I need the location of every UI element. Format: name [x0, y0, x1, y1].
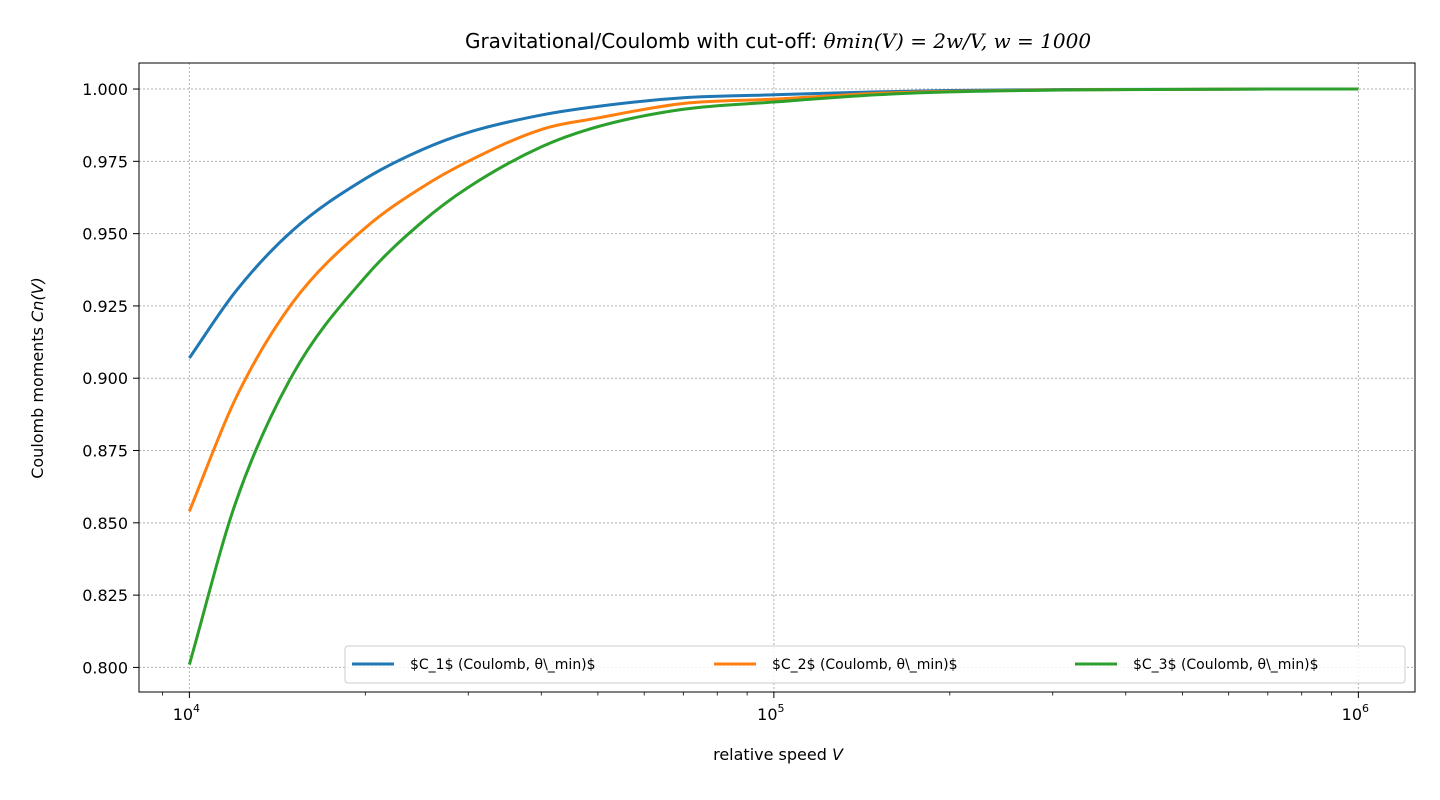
chart-title-main: Gravitational/Coulomb with cut-off:: [465, 29, 824, 53]
x-tick-label-exponent: 5: [778, 702, 785, 715]
legend-label-3: $C_3$ (Coulomb, θ\_min)$: [1133, 657, 1319, 673]
x-axis-label: relative speed V: [713, 745, 844, 764]
tick-layer: 104 105 1060.8000.8250.8500.8750.9000.9250…: [82, 80, 1369, 724]
x-tick-label: 105: [757, 702, 784, 724]
x-tick-label: 104: [173, 702, 200, 724]
legend-box: [344, 645, 1406, 684]
legend: $C_1$ (Coulomb, θ\_min)$ $C_2$ (Coulomb, …: [344, 645, 1406, 684]
legend-label-2: $C_2$ (Coulomb, θ\_min)$: [772, 657, 958, 673]
y-axis-label-text: Coulomb moments: [28, 322, 47, 479]
y-tick-label: 0.875: [82, 442, 128, 461]
y-tick-label: 0.800: [82, 658, 128, 677]
y-tick-label: 0.825: [82, 586, 128, 605]
x-axis-label-text: relative speed: [713, 745, 832, 764]
y-tick-label: 0.925: [82, 297, 128, 316]
y-axis-label: Coulomb moments Cn(V): [28, 277, 47, 479]
x-tick-label-base: 10: [173, 705, 193, 724]
y-tick-label: 0.900: [82, 369, 128, 388]
plot-frame: [138, 62, 1416, 693]
legend-label-1: $C_1$ (Coulomb, θ\_min)$: [410, 657, 596, 673]
grid-layer: [139, 63, 1415, 692]
series-line-3: [187, 87, 1359, 665]
x-tick-label: 106: [1342, 702, 1369, 724]
y-axis-label-var: Cn(V): [28, 277, 47, 322]
x-tick-label-base: 10: [757, 705, 777, 724]
x-tick-label-exponent: 4: [193, 702, 200, 715]
x-tick-label-exponent: 6: [1362, 702, 1369, 715]
y-tick-label: 0.950: [82, 225, 128, 244]
x-axis-label-var: V: [832, 745, 844, 764]
y-tick-label: 0.975: [82, 152, 128, 171]
chart-title-math: θmin(V) = 2w/V, w = 1000: [824, 29, 1092, 53]
series-layer: [187, 87, 1359, 665]
chart-title: Gravitational/Coulomb with cut-off: θmin…: [465, 29, 1091, 53]
x-tick-label-base: 10: [1342, 705, 1362, 724]
y-tick-label: 0.850: [82, 514, 128, 533]
y-tick-label: 1.000: [82, 80, 128, 99]
